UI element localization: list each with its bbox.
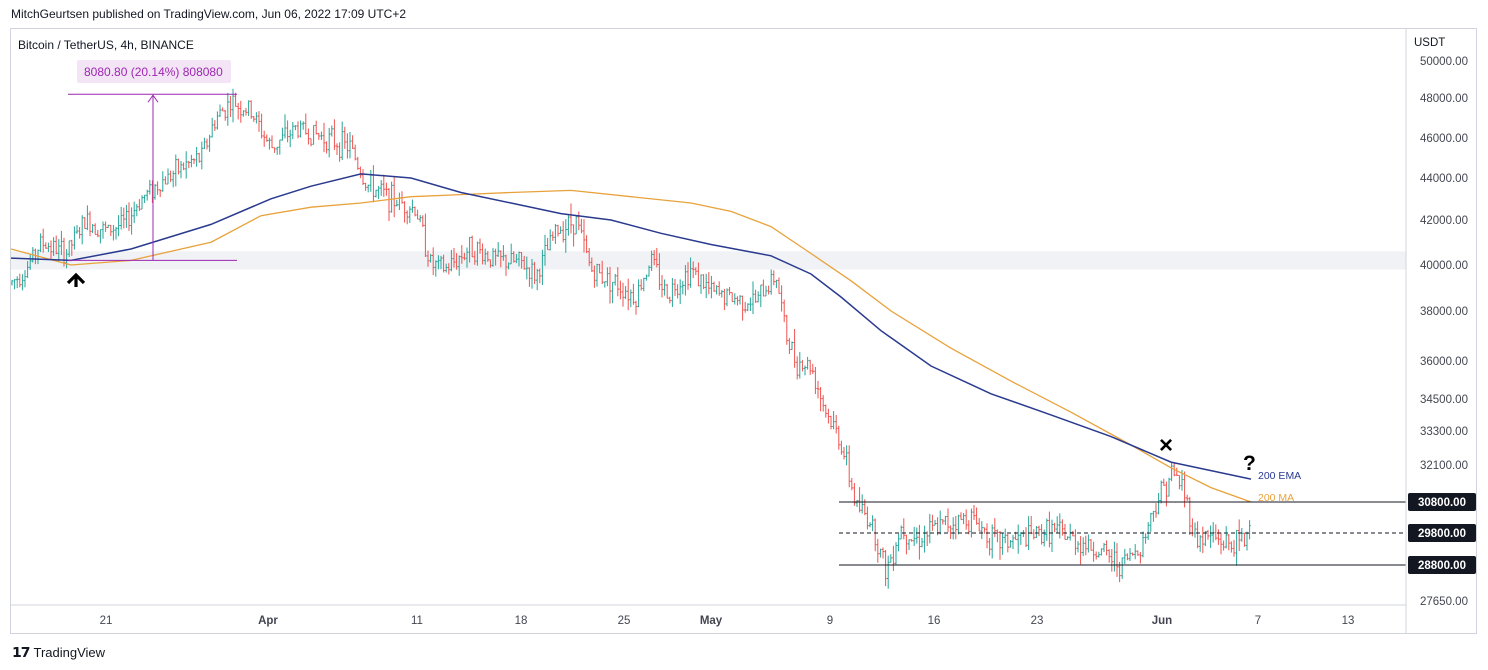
footer: 𝟭𝟳 TradingView xyxy=(12,644,105,661)
price-tick-label: 36000.00 xyxy=(1420,356,1468,368)
price-tick-label: 46000.00 xyxy=(1420,133,1468,145)
time-tick-label: 11 xyxy=(411,615,423,627)
price-tick-label: 44000.00 xyxy=(1420,173,1468,185)
price-tick-label: 38000.00 xyxy=(1420,306,1468,318)
price-tag-box xyxy=(1408,556,1476,574)
tradingview-logo-icon: 𝟭𝟳 xyxy=(12,644,31,660)
footer-brand: TradingView xyxy=(33,645,106,660)
measure-label-box xyxy=(77,60,231,83)
time-tick-label: Apr xyxy=(258,615,278,627)
time-tick-label: 7 xyxy=(1255,615,1261,627)
price-tick-label: 42000.00 xyxy=(1420,215,1468,227)
time-tick-label: 23 xyxy=(1031,615,1044,627)
publisher-line: MitchGeurtsen published on TradingView.c… xyxy=(11,7,407,21)
time-tick-label: 13 xyxy=(1342,615,1355,627)
chart-frame: 8080.80 (20.14%) 808080 ×? 200 EMA 200 MA Bi… xyxy=(10,28,1477,634)
price-tick-label: 32100.00 xyxy=(1420,460,1468,472)
price-tag-label: 28800.00 xyxy=(1418,560,1466,572)
price-axis-currency: USDT xyxy=(1414,37,1445,49)
time-tick-label: 18 xyxy=(515,615,528,627)
ema-200-label: 200 EMA xyxy=(1258,470,1301,482)
time-tick-label: Jun xyxy=(1152,615,1172,627)
ma-200-line xyxy=(11,189,1252,503)
price-tick-label: 34500.00 xyxy=(1420,394,1468,406)
arrow-up-icon xyxy=(66,272,86,287)
price-tick-label: 33300.00 xyxy=(1420,426,1468,438)
measure-label: 8080.80 (20.14%) 808080 xyxy=(84,65,223,79)
price-tag-label: 30800.00 xyxy=(1418,497,1466,509)
time-tick-label: 25 xyxy=(618,615,631,627)
time-tick-label: 21 xyxy=(100,615,113,627)
time-tick-label: 9 xyxy=(827,615,833,627)
cross-marker: × xyxy=(1159,432,1173,459)
price-tag-box xyxy=(1408,524,1476,542)
price-tick-label: 40000.00 xyxy=(1420,260,1468,272)
price-tick-label: 48000.00 xyxy=(1420,93,1468,105)
time-tick-label: 16 xyxy=(928,615,941,627)
ema-200-line xyxy=(11,173,1252,480)
price-chart[interactable]: 8080.80 (20.14%) 808080 ×?200 EMA 200 MA Bi… xyxy=(11,29,1476,633)
support-zone xyxy=(11,251,1406,270)
price-tag-box xyxy=(1408,493,1476,511)
price-tag-label: 29800.00 xyxy=(1418,528,1466,540)
question-marker: ? xyxy=(1243,452,1256,475)
measure-arrowhead xyxy=(147,94,159,103)
ma-200-label: 200 MA xyxy=(1258,492,1294,504)
chart-title: Bitcoin / TetherUS, 4h, BINANCE xyxy=(18,38,194,52)
time-tick-label: May xyxy=(700,615,723,627)
price-tick-label: 50000.00 xyxy=(1420,56,1468,68)
price-tick-label: 27650.00 xyxy=(1420,596,1468,608)
arrow-up-path xyxy=(66,272,86,287)
